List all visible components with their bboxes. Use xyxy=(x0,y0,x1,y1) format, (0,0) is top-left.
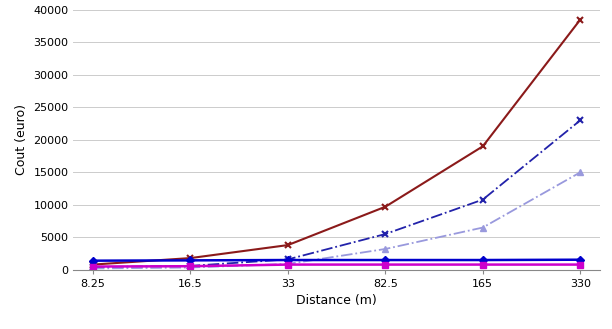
Fixe 1 xyxy=(382,258,389,262)
Line: Sans fil 1: Sans fil 1 xyxy=(89,117,584,271)
Fixe 1 xyxy=(187,258,194,262)
Filaire xyxy=(382,205,389,209)
Y-axis label: Cout (euro): Cout (euro) xyxy=(15,104,28,175)
Sans fil 1 xyxy=(187,264,194,268)
Sans fil 1 xyxy=(382,232,389,236)
Filaire xyxy=(284,243,291,247)
Fixe 1 xyxy=(284,258,291,262)
X-axis label: Distance (m): Distance (m) xyxy=(296,294,377,307)
Sans fil 2 xyxy=(577,170,584,174)
Line: Fixe 1: Fixe 1 xyxy=(90,257,583,264)
Line: Sans fil 2: Sans fil 2 xyxy=(90,169,583,271)
Fixe 2 xyxy=(577,263,584,266)
Fixe 2 xyxy=(187,264,194,268)
Filaire xyxy=(187,256,194,260)
Line: Filaire: Filaire xyxy=(89,16,584,268)
Sans fil 2 xyxy=(187,266,194,269)
Fixe 2 xyxy=(284,263,291,266)
Sans fil 1 xyxy=(577,118,584,122)
Sans fil 1 xyxy=(89,265,97,269)
Line: Fixe 2: Fixe 2 xyxy=(90,262,583,269)
Filaire xyxy=(577,18,584,22)
Sans fil 1 xyxy=(284,257,291,261)
Fixe 2 xyxy=(479,263,487,266)
Fixe 1 xyxy=(479,258,487,262)
Filaire xyxy=(479,144,487,148)
Fixe 2 xyxy=(89,265,97,268)
Fixe 2 xyxy=(382,263,389,266)
Fixe 1 xyxy=(89,259,97,263)
Filaire xyxy=(89,263,97,266)
Fixe 1 xyxy=(577,258,584,262)
Sans fil 2 xyxy=(89,266,97,270)
Sans fil 1 xyxy=(479,198,487,202)
Sans fil 2 xyxy=(479,226,487,230)
Sans fil 2 xyxy=(284,262,291,266)
Sans fil 2 xyxy=(382,247,389,251)
